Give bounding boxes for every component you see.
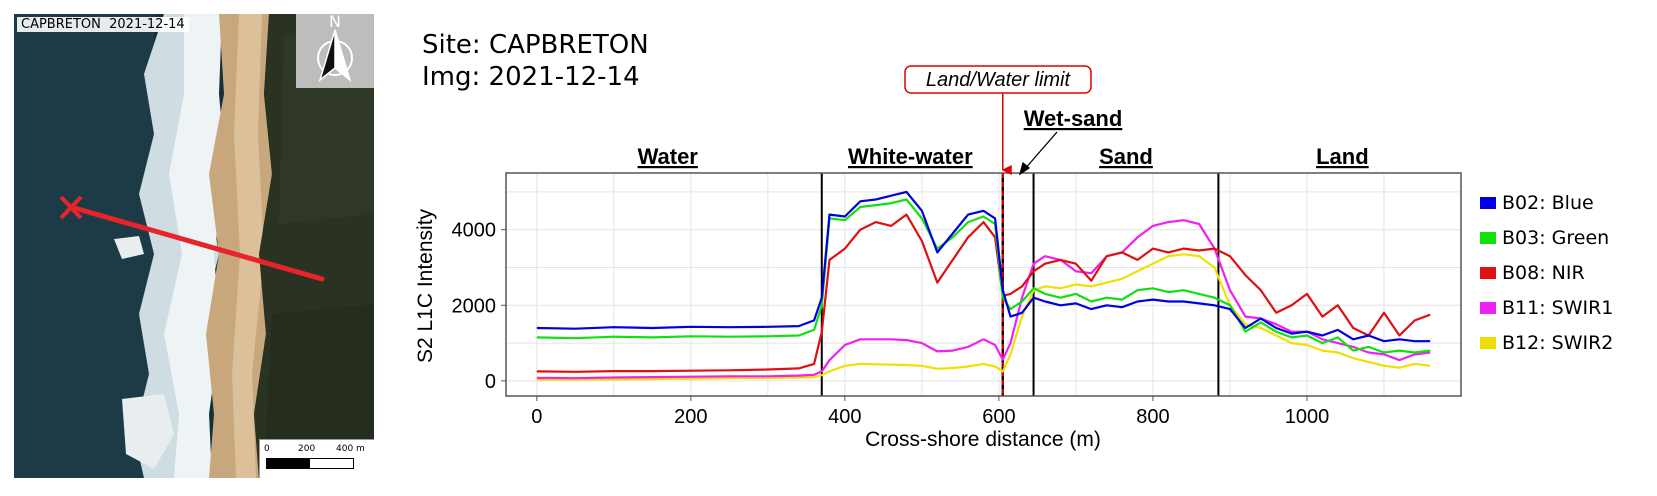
legend: B02: Blue B03: Green B08: NIR B11: SWIR1 B12… xyxy=(1480,192,1613,354)
satellite-image xyxy=(14,14,374,478)
north-arrow-icon xyxy=(317,29,353,83)
series-lines xyxy=(536,190,1431,381)
legend-swatch xyxy=(1480,197,1496,209)
legend-entry-b03: B03: Green xyxy=(1502,227,1609,249)
series-line-b03 xyxy=(536,198,1431,354)
zone-label-sand: Sand xyxy=(1099,144,1153,169)
x-tick-label: 0 xyxy=(531,406,542,428)
x-tick-label: 200 xyxy=(674,406,707,428)
legend-swatch xyxy=(1480,232,1496,244)
zone-label-water: Water xyxy=(638,144,699,169)
site-label: Site: CAPBRETON xyxy=(422,30,649,60)
x-tick-label: 800 xyxy=(1136,406,1169,428)
zone-label-land: Land xyxy=(1316,144,1369,169)
axis-ticks: 0 200 400 600 800 1000 0 2000 4000 xyxy=(452,220,1330,428)
series-line-b11 xyxy=(536,219,1431,380)
north-label: N xyxy=(329,14,341,31)
y-tick-label: 2000 xyxy=(452,295,497,317)
legend-entry-b11: B11: SWIR1 xyxy=(1502,297,1613,319)
y-tick-label: 0 xyxy=(485,371,496,393)
y-axis-label: S2 L1C Intensity xyxy=(414,208,437,363)
map-caption-date: 2021-12-14 xyxy=(109,17,185,32)
zone-boundaries xyxy=(820,173,1220,396)
series-line-b12 xyxy=(536,253,1431,381)
x-tick-label: 600 xyxy=(982,406,1015,428)
map-caption: CAPBRETON 2021-12-14 xyxy=(17,17,189,32)
scale-bar-graphic xyxy=(266,458,354,469)
north-arrow: N xyxy=(296,14,374,88)
scale-label-200: 200 xyxy=(298,444,316,454)
grid xyxy=(506,173,1461,396)
series-line-b08 xyxy=(536,213,1431,373)
wet-sand-arrow xyxy=(1023,131,1058,171)
legend-swatch xyxy=(1480,337,1496,349)
map-caption-site: CAPBRETON xyxy=(21,17,101,32)
scale-bar: 0 200 400 m xyxy=(259,439,374,478)
scale-label-0: 0 xyxy=(264,444,270,454)
x-axis-label: Cross-shore distance (m) xyxy=(865,428,1101,451)
wet-sand-label: Wet-sand xyxy=(1024,106,1123,131)
transect-line xyxy=(68,204,325,282)
land-water-limit-box xyxy=(904,65,1092,94)
y-tick-label: 4000 xyxy=(452,220,497,242)
legend-entry-b02: B02: Blue xyxy=(1502,192,1594,214)
legend-swatch xyxy=(1480,302,1496,314)
x-tick-label: 400 xyxy=(828,406,861,428)
land-water-limit-label: Land/Water limit xyxy=(926,69,1072,91)
series-line-b02 xyxy=(536,190,1431,343)
legend-entry-b12: B12: SWIR2 xyxy=(1502,332,1613,354)
image-date-label: Img: 2021-12-14 xyxy=(422,62,640,92)
x-tick-label: 1000 xyxy=(1285,406,1330,428)
satellite-map: CAPBRETON 2021-12-14 N 0 200 400 m xyxy=(14,14,374,478)
legend-entry-b08: B08: NIR xyxy=(1502,262,1585,284)
plot-frame xyxy=(505,172,1462,397)
scale-label-400: 400 m xyxy=(336,444,365,454)
legend-swatch xyxy=(1480,267,1496,279)
zone-label-white-water: White-water xyxy=(848,144,973,169)
zone-labels: Water White-water Sand Land xyxy=(638,144,1369,169)
